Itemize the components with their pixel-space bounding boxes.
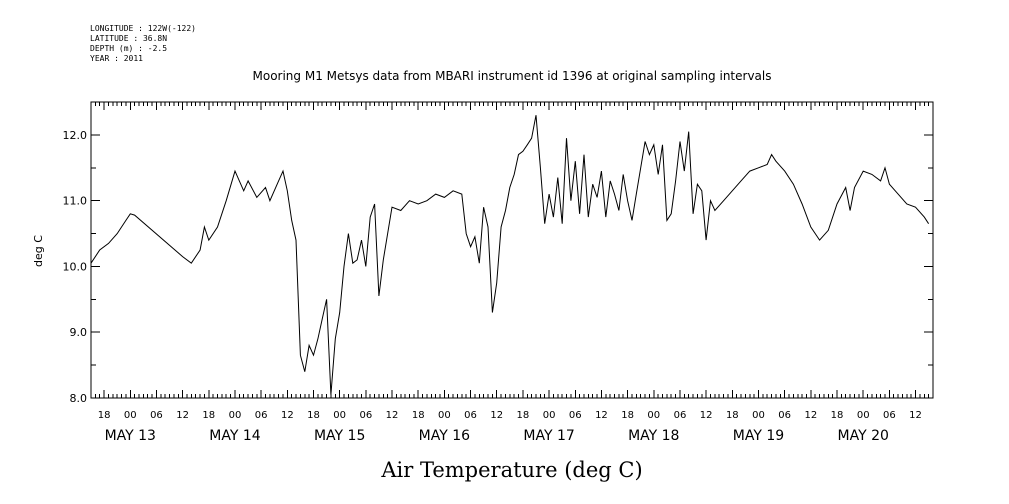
x-tick-label: 06: [569, 410, 582, 421]
x-tick-label: 12: [490, 410, 503, 421]
x-tick-label: 00: [124, 410, 137, 421]
x-tick-label: 18: [621, 410, 634, 421]
x-tick-label: 06: [150, 410, 163, 421]
y-axis-ticks: 8.0 9.0 10.0 11.0 12.0: [63, 101, 933, 405]
x-day-label: MAY 20: [838, 428, 889, 444]
x-tick-label: 12: [176, 410, 189, 421]
x-tick-label: 12: [386, 410, 399, 421]
x-tick-label: 12: [804, 410, 817, 421]
year-text: YEAR : 2011: [90, 54, 143, 63]
x-tick-label: 06: [674, 410, 687, 421]
x-tick-label: 12: [700, 410, 713, 421]
x-day-label: MAY 15: [314, 428, 365, 444]
x-tick-label: 06: [359, 410, 372, 421]
x-axis-label: Air Temperature (deg C): [380, 458, 642, 482]
x-tick-label: 00: [752, 410, 765, 421]
x-tick-label: 06: [255, 410, 268, 421]
depth-text: DEPTH (m) : -2.5: [90, 44, 167, 53]
x-tick-label: 12: [595, 410, 608, 421]
x-tick-label: 18: [831, 410, 844, 421]
y-axis-label: deg C: [32, 235, 45, 267]
y-tick-label: 11.0: [63, 195, 88, 208]
header-metadata: LONGITUDE : 122W(-122) LATITUDE : 36.8N …: [90, 24, 196, 63]
series-line: [90, 115, 930, 395]
x-tick-label: 18: [517, 410, 530, 421]
y-tick-label: 12.0: [63, 129, 88, 142]
x-tick-label: 00: [647, 410, 660, 421]
x-tick-label: 12: [909, 410, 922, 421]
x-tick-label: 00: [857, 410, 870, 421]
x-day-label: MAY 17: [523, 428, 574, 444]
x-tick-label: 06: [778, 410, 791, 421]
x-axis-ticks: 18 00 06 12 18 00 06 12 18 00 06 12 18 00 06 12 18 00 06 12…: [90, 102, 934, 421]
x-tick-label: 00: [543, 410, 556, 421]
x-tick-label: 00: [438, 410, 451, 421]
y-tick-label: 10.0: [63, 260, 88, 273]
x-tick-label: 06: [464, 410, 477, 421]
x-tick-label: 18: [202, 410, 215, 421]
x-tick-label: 18: [726, 410, 739, 421]
chart-title: Mooring M1 Metsys data from MBARI instru…: [253, 69, 772, 83]
x-tick-label: 18: [307, 410, 320, 421]
plot-frame: [90, 101, 934, 399]
x-day-label: MAY 19: [733, 428, 784, 444]
x-tick-label: 12: [281, 410, 294, 421]
x-day-label: MAY 13: [105, 428, 156, 444]
x-axis-labels: MAY 13 MAY 14 MAY 15 MAY 16 MAY 17 MAY 18 MAY …: [105, 428, 889, 444]
x-tick-label: 00: [229, 410, 242, 421]
x-tick-label: 18: [98, 410, 111, 421]
y-tick-label: 9.0: [70, 326, 88, 339]
x-day-label: MAY 18: [628, 428, 679, 444]
x-day-label: MAY 16: [419, 428, 470, 444]
x-tick-label: 18: [412, 410, 425, 421]
x-tick-label: 00: [333, 410, 346, 421]
latitude-text: LATITUDE : 36.8N: [90, 34, 167, 43]
y-tick-label: 8.0: [70, 392, 88, 405]
x-day-label: MAY 14: [209, 428, 260, 444]
x-tick-label: 06: [883, 410, 896, 421]
longitude-text: LONGITUDE : 122W(-122): [90, 24, 196, 33]
